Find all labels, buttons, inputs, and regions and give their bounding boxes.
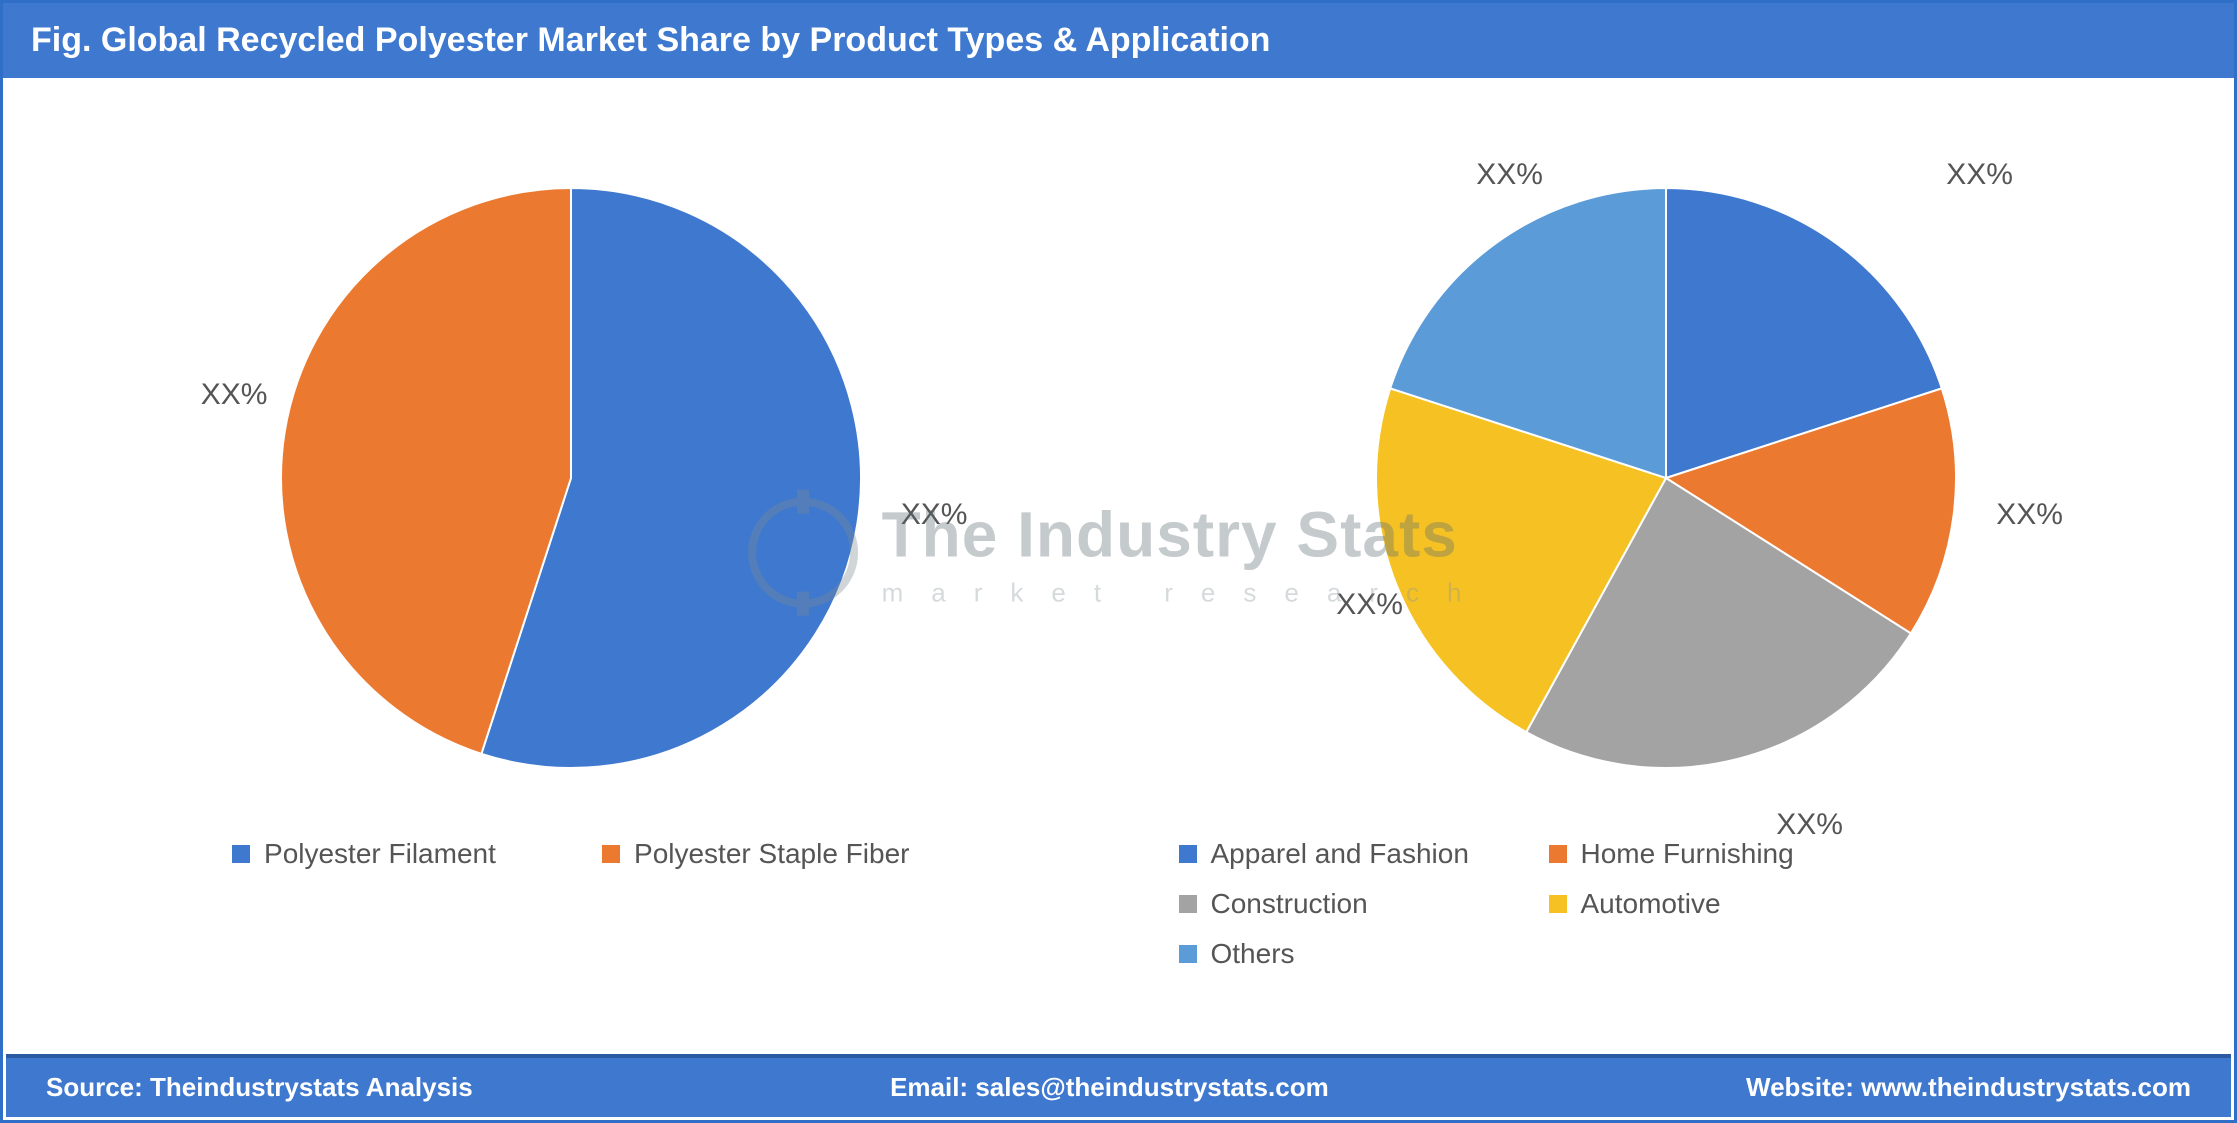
- slice-label: XX%: [1996, 498, 2063, 532]
- legend-item: Polyester Filament: [232, 838, 532, 870]
- legend-item: Home Furnishing: [1549, 838, 1849, 870]
- legend-item: Automotive: [1549, 888, 1849, 920]
- chart-left-column: XX%XX% Polyester FilamentPolyester Stapl…: [43, 118, 1099, 880]
- footer-website: Website: www.theindustrystats.com: [1746, 1072, 2191, 1103]
- charts-area: XX%XX% Polyester FilamentPolyester Stapl…: [3, 78, 2234, 958]
- legend-item: Apparel and Fashion: [1179, 838, 1479, 870]
- footer-website-value: www.theindustrystats.com: [1861, 1072, 2191, 1102]
- footer-source-label: Source:: [46, 1072, 143, 1102]
- slice-label: XX%: [1476, 158, 1543, 192]
- legend-swatch: [1179, 945, 1197, 963]
- legend-item: Polyester Staple Fiber: [602, 838, 909, 870]
- legend-item: Construction: [1179, 888, 1479, 920]
- legend-label: Polyester Staple Fiber: [634, 838, 909, 870]
- slice-label: XX%: [1776, 808, 1843, 842]
- figure-title: Fig. Global Recycled Polyester Market Sh…: [31, 21, 1270, 59]
- footer-source: Source: Theindustrystats Analysis: [46, 1072, 473, 1103]
- legend-label: Others: [1211, 938, 1295, 970]
- footer-source-value: Theindustrystats Analysis: [150, 1072, 473, 1102]
- footer-email: Email: sales@theindustrystats.com: [890, 1072, 1329, 1103]
- legend-swatch: [602, 845, 620, 863]
- footer-email-value: sales@theindustrystats.com: [975, 1072, 1328, 1102]
- footer-email-label: Email:: [890, 1072, 968, 1102]
- legend-swatch: [1549, 895, 1567, 913]
- legend-swatch: [1179, 895, 1197, 913]
- pie-chart-applications: [1356, 118, 1976, 838]
- figure-frame: Fig. Global Recycled Polyester Market Sh…: [0, 0, 2237, 1123]
- legend-label: Apparel and Fashion: [1211, 838, 1469, 870]
- chart-right-column: XX%XX%XX%XX%XX% Apparel and FashionHome …: [1139, 118, 2195, 980]
- pie-chart-product-types: [261, 118, 881, 838]
- legend-label: Polyester Filament: [264, 838, 496, 870]
- legend-label: Home Furnishing: [1581, 838, 1794, 870]
- legend-applications: Apparel and Fashion Home Furnishing Constr…: [1139, 838, 2195, 980]
- slice-label: XX%: [901, 498, 968, 532]
- footer-bar: Source: Theindustrystats Analysis Email:…: [6, 1054, 2231, 1117]
- slice-label: XX%: [1946, 158, 2013, 192]
- legend-swatch: [1179, 845, 1197, 863]
- slice-label: XX%: [201, 378, 268, 412]
- legend-swatch: [1549, 845, 1567, 863]
- footer-website-label: Website:: [1746, 1072, 1854, 1102]
- legend-swatch: [232, 845, 250, 863]
- legend-product-types: Polyester Filament Polyester Staple Fiber: [192, 838, 949, 880]
- legend-label: Construction: [1211, 888, 1368, 920]
- legend-label: Automotive: [1581, 888, 1721, 920]
- pie-left-wrap: XX%XX%: [261, 118, 881, 838]
- figure-title-bar: Fig. Global Recycled Polyester Market Sh…: [3, 3, 2234, 78]
- slice-label: XX%: [1336, 588, 1403, 622]
- pie-right-wrap: XX%XX%XX%XX%XX%: [1356, 118, 1976, 838]
- legend-item: Others: [1179, 938, 1479, 970]
